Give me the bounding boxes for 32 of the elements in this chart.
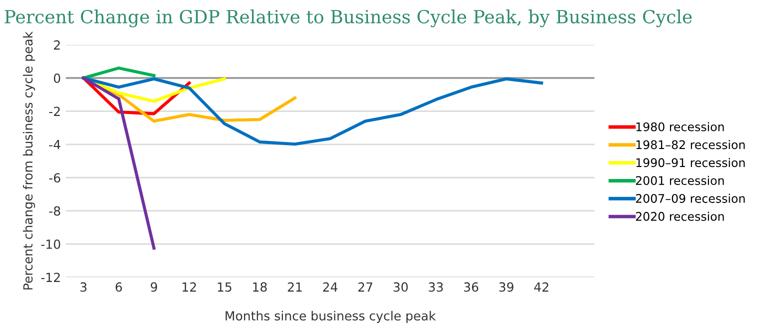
x-tick-label: 18 (253, 282, 267, 292)
y-tick-label: -6 (49, 173, 60, 183)
x-tick-label: 39 (499, 282, 514, 292)
x-tick-label: 24 (323, 282, 338, 292)
y-axis-title: Percent change from business cycle peak (22, 31, 36, 290)
x-tick-label: 15 (218, 282, 232, 292)
x-tick-label: 33 (428, 282, 443, 292)
x-tick-label: 27 (358, 282, 372, 292)
y-tick-label: 2 (54, 40, 60, 50)
x-tick-label: 9 (150, 282, 158, 292)
x-tick-label: 21 (288, 282, 302, 292)
x-tick-label: 12 (182, 282, 196, 292)
legend-label: 1980 recession (636, 122, 724, 132)
legend-label: 1990–91 recession (636, 158, 745, 168)
x-tick-label: 30 (394, 282, 408, 292)
y-tick-label: -2 (49, 106, 60, 116)
legend-label: 1981–82 recession (636, 140, 745, 150)
x-tick-label: 42 (534, 282, 548, 292)
y-tick-label: -12 (41, 272, 60, 282)
x-tick-label: 6 (116, 282, 122, 292)
x-tick-label: 3 (80, 282, 86, 292)
y-tick-label: -10 (41, 239, 60, 249)
y-tick-label: 0 (54, 73, 60, 83)
y-tick-label: -8 (49, 206, 60, 216)
chart-title: Percent Change in GDP Relative to Business Cycle Peak, by Business Cycle (4, 10, 692, 28)
legend-label: 2007–09 recession (636, 194, 745, 203)
line-series (82, 76, 544, 146)
legend-label: 2020 recession (636, 212, 724, 221)
legend-label: 2001 recession (636, 176, 724, 186)
x-tick-label: 36 (464, 282, 478, 292)
y-tick-label: -4 (49, 140, 60, 150)
x-axis-title: Months since business cycle peak (226, 310, 436, 323)
